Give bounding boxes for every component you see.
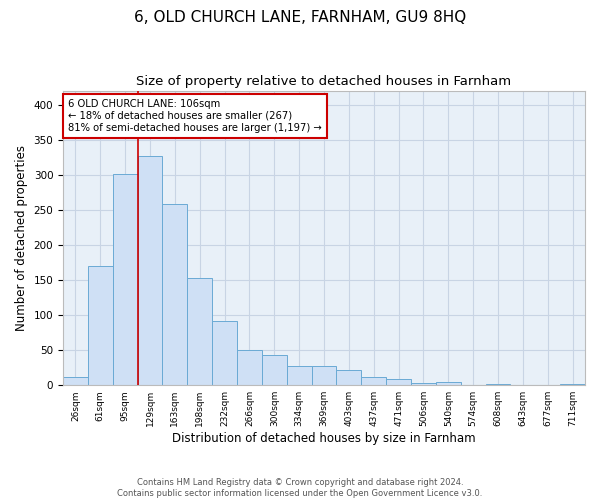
Bar	[337, 370, 361, 385]
Text: 6 OLD CHURCH LANE: 106sqm
← 18% of detached houses are smaller (267)
81% of semi: 6 OLD CHURCH LANE: 106sqm ← 18% of detac…	[68, 100, 322, 132]
Bar	[237, 350, 262, 385]
Bar	[411, 383, 436, 385]
Text: 6, OLD CHURCH LANE, FARNHAM, GU9 8HQ: 6, OLD CHURCH LANE, FARNHAM, GU9 8HQ	[134, 10, 466, 25]
Bar	[485, 384, 511, 385]
Bar	[163, 204, 187, 385]
Text: Contains HM Land Registry data © Crown copyright and database right 2024.
Contai: Contains HM Land Registry data © Crown c…	[118, 478, 482, 498]
Bar	[386, 379, 411, 385]
Bar	[287, 366, 311, 385]
Bar	[436, 382, 461, 385]
Bar	[361, 378, 386, 385]
Bar	[212, 320, 237, 385]
Y-axis label: Number of detached properties: Number of detached properties	[15, 145, 28, 331]
Bar	[137, 156, 163, 385]
Title: Size of property relative to detached houses in Farnham: Size of property relative to detached ho…	[136, 75, 512, 88]
Bar	[63, 378, 88, 385]
Bar	[187, 278, 212, 385]
Bar	[113, 174, 137, 385]
X-axis label: Distribution of detached houses by size in Farnham: Distribution of detached houses by size …	[172, 432, 476, 445]
Bar	[262, 355, 287, 385]
Bar	[88, 266, 113, 385]
Bar	[311, 366, 337, 385]
Bar	[560, 384, 585, 385]
